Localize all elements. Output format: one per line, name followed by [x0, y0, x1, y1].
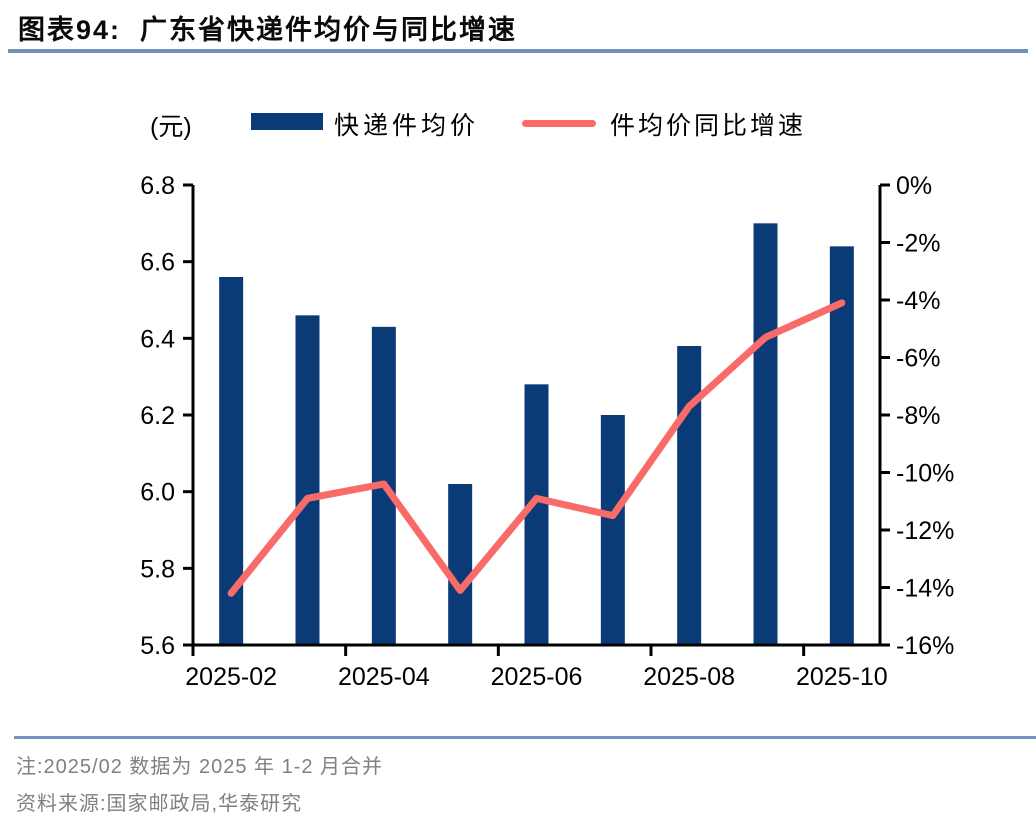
bar-2025-08 — [677, 346, 702, 645]
right-tick-label: 0% — [896, 172, 932, 200]
growth-line — [227, 299, 846, 597]
chart-svg: 6.8 6.6 6.4 6.2 6.0 5.8 5.6 0% -2% -4% -6% -8% -10% -… — [140, 172, 954, 691]
x-tick-label: 2025-02 — [185, 663, 277, 691]
right-tick-label: -2% — [896, 230, 940, 258]
legend-line-label: 件均价同比增速 — [610, 112, 807, 140]
right-tick-label: -16% — [896, 632, 954, 660]
legend-bar-swatch — [251, 113, 323, 130]
legend-bar-label: 快递件均价 — [334, 112, 480, 140]
bar-2025-06 — [524, 384, 549, 645]
right-tick-label: -8% — [896, 402, 940, 430]
x-tick-label: 2025-04 — [338, 663, 430, 691]
right-tick-label: -10% — [896, 460, 954, 488]
title-divider — [8, 49, 1028, 53]
right-tick-label: -4% — [896, 287, 940, 315]
right-tick-label: -14% — [896, 575, 954, 603]
right-tick-label: -12% — [896, 517, 954, 545]
left-tick-label: 6.4 — [140, 325, 175, 353]
bar-2025-10 — [829, 246, 854, 645]
left-tick-label: 6.6 — [140, 249, 175, 277]
left-tick-label: 6.2 — [140, 402, 175, 430]
chart-note: 注:2025/02 数据为 2025 年 1-2 月合并 — [16, 756, 384, 778]
left-tick-label: 6.0 — [140, 479, 175, 507]
x-tick-label: 2025-10 — [796, 663, 888, 691]
bar-2025-09 — [753, 223, 778, 646]
bar-2025-07 — [600, 415, 625, 645]
footer-divider — [14, 736, 1036, 739]
left-axis-unit-label: (元) — [150, 113, 192, 141]
left-tick-label: 6.8 — [140, 172, 175, 200]
legend-line-swatch — [522, 120, 596, 127]
bar-2025-03 — [295, 315, 320, 645]
left-tick-label: 5.8 — [140, 555, 175, 583]
bar-2025-05 — [448, 484, 473, 645]
figure-title: 图表94: 广东省快递件均价与同比增速 — [18, 15, 518, 45]
chart-source: 资料来源:国家邮政局,华泰研究 — [16, 793, 303, 815]
x-tick-label: 2025-06 — [491, 663, 583, 691]
left-tick-label: 5.6 — [140, 632, 175, 660]
x-tick-label: 2025-08 — [643, 663, 735, 691]
right-tick-label: -6% — [896, 345, 940, 373]
